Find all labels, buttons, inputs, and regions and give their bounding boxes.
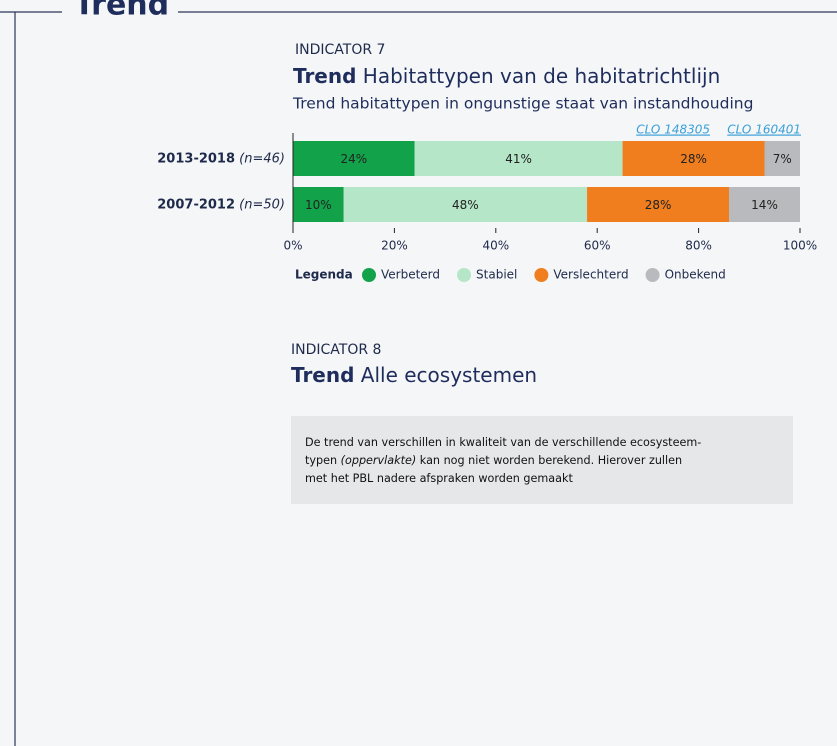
section-title: Trend <box>74 0 169 23</box>
link[interactable]: CLO 148305 <box>636 123 710 137</box>
link[interactable]: CLO 160401 <box>727 123 801 137</box>
title-bold: Trend <box>293 64 356 88</box>
x-tick-label: 20% <box>381 239 408 253</box>
bar-segment <box>293 187 344 222</box>
note-box <box>291 416 793 504</box>
bar-segment <box>729 187 800 222</box>
legend-label: Verbeterd <box>381 268 440 282</box>
value-label: 41% <box>505 152 532 166</box>
indicator-label: INDICATOR 8 <box>291 342 381 358</box>
value-label: 48% <box>452 198 479 212</box>
note-line: typen (oppervlakte) kan nog niet worden … <box>305 454 682 467</box>
title-rest: Habitattypen van de habitatrichtlijn <box>363 64 720 88</box>
value-label: 7% <box>773 152 792 166</box>
x-tick-label: 0% <box>283 239 302 253</box>
x-tick-label: 80% <box>685 239 712 253</box>
indicator-title: Trend Habitattypen van de habitatrichtli… <box>293 64 720 88</box>
value-label: 24% <box>341 152 368 166</box>
note-line: De trend van verschillen in kwaliteit va… <box>305 436 701 449</box>
value-label: 28% <box>680 152 707 166</box>
legend-swatch <box>534 268 549 282</box>
category-label: 2007-2012 (n=50) <box>157 197 285 212</box>
title-bold: Trend <box>291 363 354 387</box>
legend-title: Legenda <box>295 268 353 282</box>
x-tick-label: 40% <box>482 239 509 253</box>
title-rest: Alle ecosystemen <box>361 363 537 387</box>
category-name: 2013-2018 <box>157 151 235 166</box>
x-tick-label: 60% <box>584 239 611 253</box>
category-label: 2013-2018 (n=46) <box>157 151 285 166</box>
x-tick-label: 100% <box>783 239 817 253</box>
legend-swatch <box>645 268 660 282</box>
bar-segment <box>587 187 730 222</box>
legend-label: Stabiel <box>476 268 517 282</box>
legend-label: Onbekend <box>665 268 726 282</box>
category-note: (n=46) <box>239 151 285 166</box>
bar-segment <box>343 187 588 222</box>
bar-segment <box>293 141 415 176</box>
indicator-label: INDICATOR 7 <box>295 42 385 58</box>
value-label: 14% <box>751 198 778 212</box>
bar-segment <box>764 141 800 176</box>
value-label: 10% <box>305 198 332 212</box>
category-name: 2007-2012 <box>157 197 235 212</box>
note-line: met het PBL nadere afspraken worden gema… <box>305 472 573 485</box>
indicator-title: Trend Alle ecosystemen <box>291 363 537 387</box>
legend-label: Verslechterd <box>553 268 628 282</box>
note-part: kan nog niet worden berekend. Hierover z… <box>416 454 682 467</box>
legend-swatch <box>457 268 472 282</box>
note-part: (oppervlakte) <box>341 454 417 467</box>
bar-segment <box>414 141 623 176</box>
note-part: typen <box>305 454 341 467</box>
chart-subtitle: Trend habitattypen in ongunstige staat v… <box>292 95 753 113</box>
legend-swatch <box>362 268 376 282</box>
category-note: (n=50) <box>239 197 285 212</box>
value-label: 28% <box>645 198 672 212</box>
bar-segment <box>622 141 765 176</box>
